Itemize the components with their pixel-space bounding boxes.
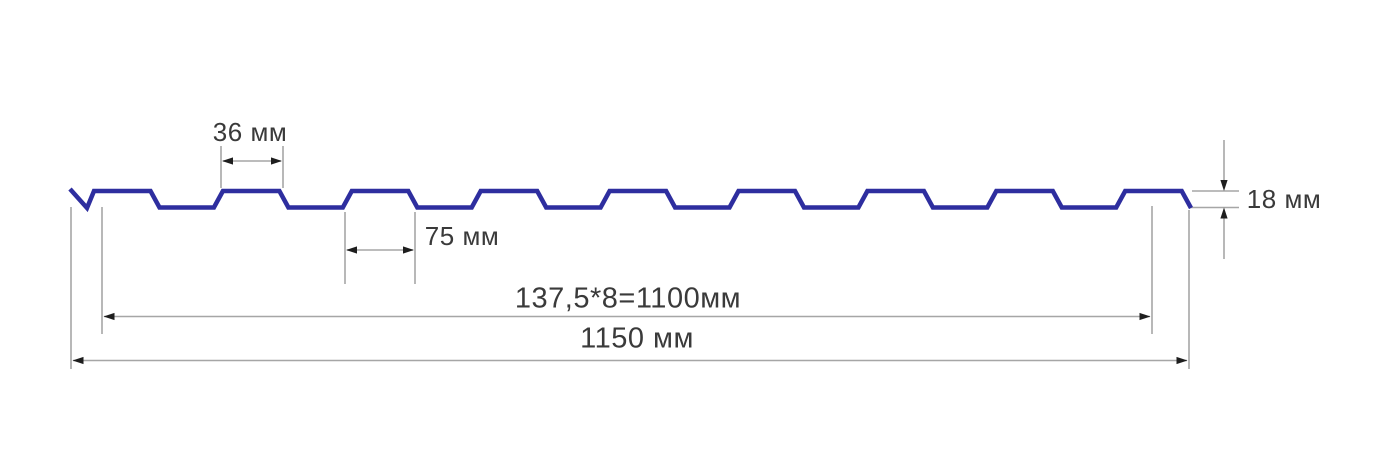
dim-label-trough-width: 75 мм — [424, 221, 500, 251]
dim-label-sheet-height: 18 мм — [1246, 184, 1322, 214]
dim-label-overall-width: 1150 мм — [580, 322, 694, 355]
sheet-profile-polyline — [68, 187, 1193, 213]
dim-label-rib-top-width: 36 мм — [212, 117, 288, 147]
dimension-lines-layer — [70, 140, 1239, 369]
dim-label-working-width: 137,5*8=1100мм — [514, 282, 742, 315]
